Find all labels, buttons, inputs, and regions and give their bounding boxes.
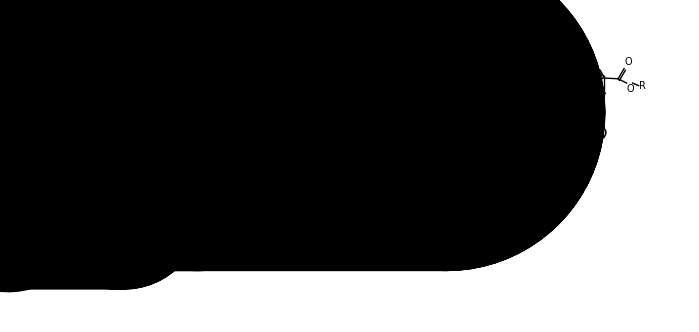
Text: R: R xyxy=(215,89,222,99)
Text: R$^4$: R$^4$ xyxy=(372,55,383,68)
Text: H$_2$N: H$_2$N xyxy=(150,100,171,114)
Text: H: H xyxy=(554,99,560,108)
Text: R$^4$: R$^4$ xyxy=(158,65,169,78)
Text: O: O xyxy=(203,93,210,103)
Text: N: N xyxy=(558,87,565,98)
Text: (II A): (II A) xyxy=(233,98,254,107)
Text: X: X xyxy=(273,79,280,89)
Text: H: H xyxy=(593,94,600,104)
Text: (III A): (III A) xyxy=(349,256,382,266)
Text: O: O xyxy=(411,84,419,94)
Text: R$\cdot$': R$\cdot$' xyxy=(379,118,391,129)
Text: 3-ья стадия: 3-ья стадия xyxy=(117,215,178,225)
Text: N: N xyxy=(336,194,343,204)
Text: R$\cdot$: R$\cdot$ xyxy=(150,130,160,141)
Text: P1: P1 xyxy=(320,76,335,86)
Text: Z: Z xyxy=(575,93,582,103)
Text: 1-ая стадия: 1-ая стадия xyxy=(206,116,266,125)
Text: Z: Z xyxy=(353,198,359,208)
Text: H: H xyxy=(338,99,345,108)
Text: (CH$_2$)l: (CH$_2$)l xyxy=(295,212,319,224)
Text: P1: P1 xyxy=(535,76,550,86)
Text: Z: Z xyxy=(166,117,173,126)
Text: (II B): (II B) xyxy=(362,128,391,138)
Text: 2-ая стадия: 2-ая стадия xyxy=(438,116,499,125)
Text: Z: Z xyxy=(360,93,366,103)
Text: R$^4$: R$^4$ xyxy=(587,55,598,68)
Text: R: R xyxy=(417,186,424,196)
Text: R: R xyxy=(640,81,647,91)
Text: O: O xyxy=(625,57,633,67)
Text: O: O xyxy=(403,162,410,172)
Text: O: O xyxy=(626,84,634,94)
Text: R$^1$: R$^1$ xyxy=(322,247,333,260)
Text: O: O xyxy=(200,65,208,75)
Text: O: O xyxy=(404,189,412,199)
Text: O: O xyxy=(410,57,417,67)
Text: N: N xyxy=(343,87,350,98)
Text: P1: P1 xyxy=(236,72,251,82)
Text: (III B): (III B) xyxy=(575,128,608,138)
Text: (CH$_2$)m: (CH$_2$)m xyxy=(361,212,391,224)
Text: R: R xyxy=(424,81,431,91)
Text: R$^4$: R$^4$ xyxy=(365,160,376,173)
Text: R$^2$: R$^2$ xyxy=(346,247,357,260)
Text: P1: P1 xyxy=(312,182,326,192)
Text: (I B): (I B) xyxy=(149,132,174,142)
